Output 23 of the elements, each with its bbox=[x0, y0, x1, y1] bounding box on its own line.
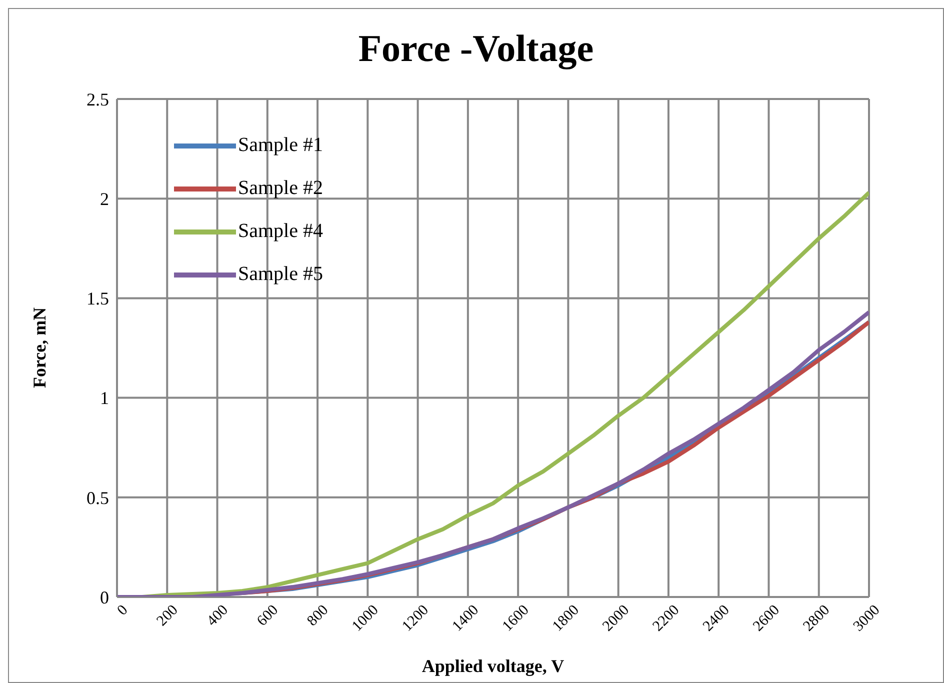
y-tick-label: 2 bbox=[100, 188, 109, 209]
x-tick-label: 1600 bbox=[500, 602, 532, 635]
x-tick-label: 600 bbox=[254, 602, 282, 630]
y-tick-label: 1.5 bbox=[86, 288, 109, 309]
y-tick-label: 2.5 bbox=[86, 89, 109, 110]
chart-title: Force -Voltage bbox=[357, 27, 595, 71]
x-axis-title: Applied voltage, V bbox=[422, 656, 564, 676]
y-tick-label: 0 bbox=[100, 587, 109, 608]
x-tick-label: 1200 bbox=[399, 602, 432, 635]
legend-label: Sample #5 bbox=[238, 263, 323, 286]
x-tick-label: 1400 bbox=[450, 602, 482, 635]
y-tick-label: 1 bbox=[100, 388, 109, 408]
legend-label: Sample #1 bbox=[238, 134, 323, 157]
x-tick-label: 200 bbox=[154, 602, 182, 630]
x-tick-label: 400 bbox=[204, 602, 232, 630]
x-tick-label: 0 bbox=[114, 602, 132, 619]
legend-label: Sample #4 bbox=[238, 220, 323, 243]
x-tick-label: 800 bbox=[304, 602, 332, 630]
y-tick-label: 0.5 bbox=[86, 488, 109, 508]
legend-label: Sample #2 bbox=[238, 177, 323, 200]
y-axis-title: Force, mN bbox=[29, 307, 50, 388]
x-tick-label: 1000 bbox=[349, 602, 382, 635]
x-tick-label: 1800 bbox=[550, 602, 582, 635]
